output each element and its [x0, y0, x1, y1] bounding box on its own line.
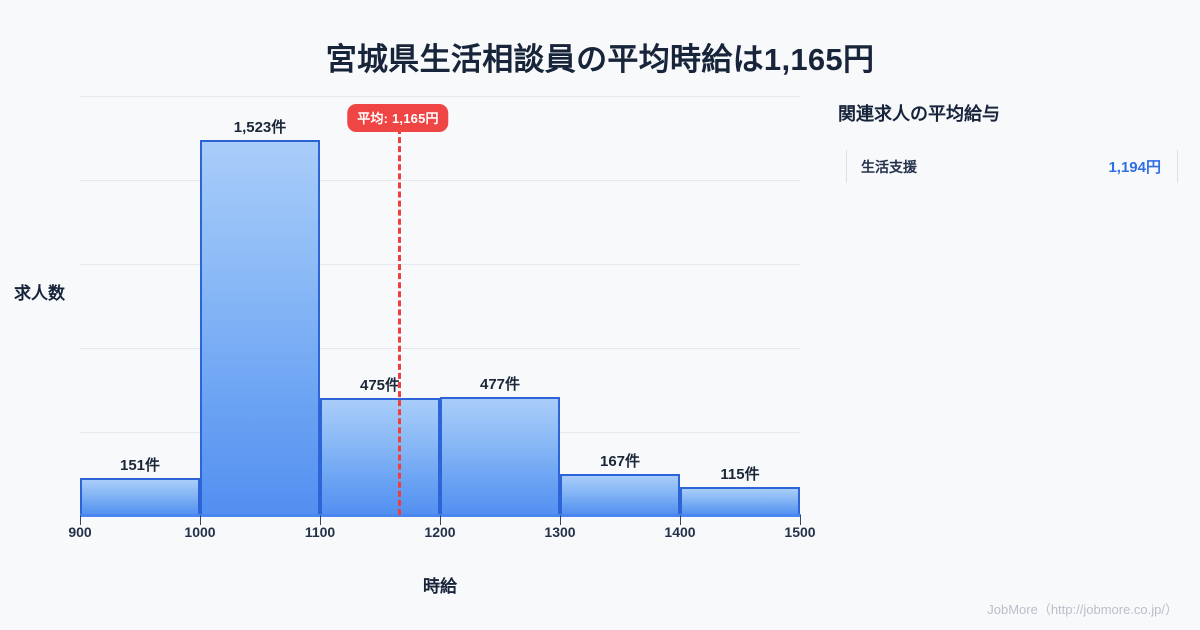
- histogram-bar: [680, 486, 800, 515]
- x-axis-tick: [200, 515, 201, 525]
- x-axis-tick: [560, 515, 561, 525]
- gridline: [80, 348, 800, 349]
- related-salary-panel: 関連求人の平均給与 生活支援 1,194円: [838, 100, 1178, 183]
- x-axis-tick-label: 1000: [184, 524, 216, 540]
- bar-value-label: 475件: [359, 376, 401, 394]
- histogram-bar: [320, 397, 440, 515]
- x-axis-tick: [440, 515, 441, 525]
- gridline: [80, 264, 800, 265]
- chart-plot-area: [80, 96, 800, 515]
- related-salary-list: 生活支援 1,194円: [838, 150, 1178, 183]
- x-axis-tick: [680, 515, 681, 525]
- gridline: [80, 96, 800, 97]
- related-salary-heading: 関連求人の平均給与: [838, 104, 1000, 124]
- x-axis-title: 時給: [423, 577, 457, 596]
- x-axis-tick-label: 1100: [304, 524, 336, 540]
- x-axis-tick-label: 900: [68, 524, 92, 540]
- page-title: 宮城県生活相談員の平均時給は1,165円: [325, 42, 875, 77]
- bar-value-label: 115件: [720, 465, 760, 483]
- footer-watermark: JobMore（http://jobmore.co.jp/）: [987, 602, 1178, 617]
- histogram-bar: [560, 473, 680, 515]
- x-axis-tick-label: 1300: [544, 524, 576, 540]
- histogram-bar: [200, 139, 320, 515]
- y-axis-title: 求人数: [14, 284, 65, 303]
- bar-value-label: 151件: [119, 456, 161, 474]
- salary-row-name: 生活支援: [861, 158, 917, 175]
- x-axis-tick-label: 1400: [664, 524, 696, 540]
- average-line: [398, 128, 401, 515]
- x-axis-tick: [320, 515, 321, 525]
- salary-row-value: 1,194円: [1108, 159, 1161, 176]
- x-axis-tick: [800, 515, 801, 525]
- x-axis-tick-label: 1200: [424, 524, 456, 540]
- average-badge: 平均: 1,165円: [347, 104, 449, 132]
- histogram-bar: [80, 477, 200, 515]
- histogram-bar: [440, 397, 560, 515]
- bar-value-label: 167件: [599, 452, 641, 470]
- x-axis-tick: [80, 515, 81, 525]
- gridline: [80, 180, 800, 181]
- x-axis-tick-label: 1500: [784, 524, 816, 540]
- bar-value-label: 1,523件: [233, 118, 287, 136]
- salary-row: 生活支援 1,194円: [846, 150, 1178, 183]
- bar-value-label: 477件: [479, 376, 521, 394]
